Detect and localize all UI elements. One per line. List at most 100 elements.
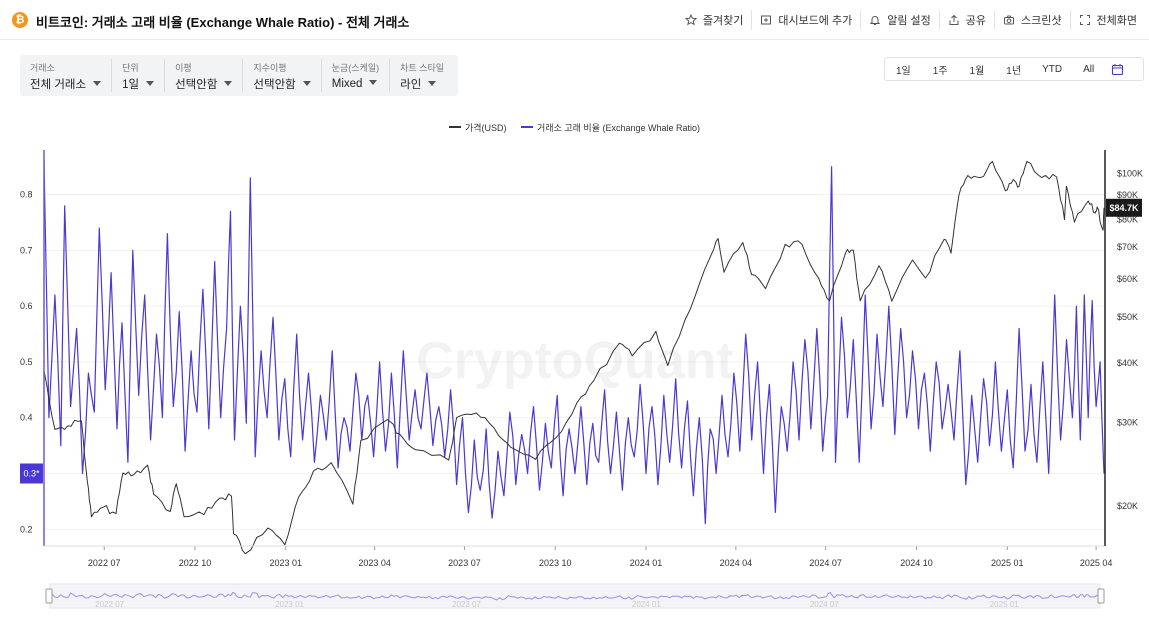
chevron-down-icon: [369, 80, 378, 86]
exchange-dropdown[interactable]: 거래소 전체 거래소: [20, 59, 111, 92]
navigator-tick-label: 2022 07: [95, 600, 124, 609]
x-tick-label: 2025 04: [1080, 558, 1113, 568]
fullscreen-label: 전체화면: [1096, 15, 1137, 27]
ema-dropdown[interactable]: 지수이평 선택안함: [242, 59, 320, 92]
range-1w-button[interactable]: 1주: [932, 65, 948, 77]
x-tick-label: 2023 07: [448, 558, 481, 568]
share-button[interactable]: 공유: [938, 10, 994, 30]
watermark: CryptoQuant: [416, 332, 734, 390]
interval-label: 단위: [122, 63, 139, 73]
range-ytd-button[interactable]: YTD: [1042, 63, 1063, 75]
page-title: 비트코인: 거래소 고래 비율 (Exchange Whale Ratio) -…: [36, 15, 410, 30]
share-icon: [949, 14, 959, 25]
x-tick-label: 2022 10: [179, 558, 212, 568]
dashboard-add-icon: [761, 15, 772, 25]
alert-settings-label: 알림 설정: [887, 15, 931, 27]
x-tick-label: 2024 04: [720, 558, 753, 568]
navigator-tick-label: 2024 07: [810, 600, 839, 609]
header-actions: 즐겨찾기 대시보드에 추가 알림 설정 공유 스크린샷 전체화면: [677, 10, 1145, 30]
value-badges: 0.3* $84.7K: [20, 198, 1142, 484]
navigator-tick-label: 2023 07: [452, 600, 481, 609]
legend-price[interactable]: 가격(USD): [448, 121, 507, 134]
y-right-tick-label: $70K: [1117, 242, 1138, 252]
y-right-tick-label: $80K: [1117, 215, 1138, 225]
y-right-tick-label: $90K: [1117, 190, 1138, 200]
y-right-tick-label: $60K: [1117, 274, 1138, 284]
star-icon: [684, 14, 697, 26]
calendar-icon[interactable]: [1111, 63, 1124, 76]
navigator-tick-label: 2025 01: [990, 600, 1019, 609]
y-right-tick-label: $30K: [1117, 417, 1138, 427]
chevron-down-icon: [224, 81, 233, 87]
legend-whale-ratio[interactable]: 거래소 고래 비율 (Exchange Whale Ratio): [521, 121, 700, 134]
scale-value: Mixed: [331, 78, 363, 90]
y-left-tick-label: 0.8: [20, 190, 33, 200]
chevron-down-icon: [93, 81, 102, 87]
y-left-tick-label: 0.2: [20, 524, 33, 534]
sma-value: 선택안함: [175, 79, 218, 91]
favorite-button[interactable]: 즐겨찾기: [677, 10, 751, 30]
chevron-down-icon: [302, 81, 311, 87]
range-all-button[interactable]: All: [1083, 63, 1095, 75]
range-1d-button[interactable]: 1일: [896, 65, 911, 77]
x-tick-label: 2024 07: [809, 558, 842, 568]
chart-style-value: 라인: [400, 79, 422, 91]
add-to-dashboard-button[interactable]: 대시보드에 추가: [751, 10, 860, 30]
interval-value: 1일: [122, 79, 140, 91]
y-left-tick-label: 0.6: [20, 301, 33, 311]
chart-style-label: 차트 스타일: [400, 63, 445, 73]
y-right-tick-label: $40K: [1117, 358, 1138, 368]
chart-style-dropdown[interactable]: 차트 스타일 라인: [389, 59, 454, 92]
alert-settings-button[interactable]: 알림 설정: [860, 10, 939, 30]
navigator-track: [49, 583, 1101, 609]
ema-value: 선택안함: [253, 79, 296, 91]
price-line: [43, 160, 1105, 555]
range-1y-button[interactable]: 1년: [1006, 65, 1022, 77]
y-right-tick-label: $20K: [1117, 501, 1138, 511]
share-label: 공유: [965, 15, 987, 27]
range-selector: 1일 1주 1월 1년 YTD All: [884, 57, 1144, 81]
scale-label: 눈금(스케일): [331, 63, 380, 73]
axes: 0.20.30.40.50.60.70.8$20K$30K$40K$50K$60…: [20, 150, 1143, 568]
navigator-line: [49, 591, 1101, 601]
plot-lines: [43, 160, 1105, 555]
screenshot-button[interactable]: 스크린샷: [994, 10, 1069, 30]
y-left-tick-label: 0.5: [20, 357, 33, 367]
chevron-down-icon: [428, 81, 437, 87]
navigator-right-handle[interactable]: [1097, 588, 1105, 604]
y-left-tick-label: 0.7: [20, 245, 33, 255]
current-price-label: $84.7K: [1109, 203, 1139, 213]
x-tick-label: 2023 01: [270, 558, 303, 568]
x-tick-label: 2022 07: [88, 558, 121, 568]
range-navigator[interactable]: 2022 07 2023 01 2023 07 2024 01 2024 07 2025 …: [45, 583, 1105, 609]
chevron-down-icon: [146, 81, 155, 87]
favorite-label: 즐겨찾기: [702, 15, 744, 27]
ratio-swatch: [521, 126, 534, 128]
screenshot-label: 스크린샷: [1021, 15, 1062, 27]
sma-label: 이평: [175, 63, 192, 73]
exchange-value: 전체 거래소: [30, 79, 87, 91]
range-1m-button[interactable]: 1월: [969, 65, 985, 77]
current-ratio-label: 0.3*: [23, 468, 40, 478]
camera-icon: [1004, 15, 1015, 25]
legend-price-label: 가격(USD): [464, 122, 507, 133]
price-swatch: [448, 126, 461, 128]
whale-ratio-line: [43, 161, 1105, 525]
interval-dropdown[interactable]: 단위 1일: [111, 59, 164, 92]
x-tick-label: 2023 10: [539, 558, 572, 568]
x-tick-label: 2024 01: [630, 558, 663, 568]
chart-legend: 가격(USD) 거래소 고래 비율 (Exchange Whale Ratio): [0, 120, 1149, 134]
sma-dropdown[interactable]: 이평 선택안함: [164, 59, 242, 92]
add-to-dashboard-label: 대시보드에 추가: [778, 15, 853, 27]
scale-dropdown[interactable]: 눈금(스케일) Mixed: [320, 59, 389, 92]
fullscreen-icon: [1079, 15, 1090, 25]
fullscreen-button[interactable]: 전체화면: [1069, 10, 1145, 30]
ema-label: 지수이평: [253, 63, 287, 73]
exchange-label: 거래소: [30, 63, 55, 73]
navigator-left-handle[interactable]: [45, 588, 53, 604]
bell-icon: [870, 16, 881, 25]
navigator-tick-label: 2023 01: [275, 600, 304, 609]
x-tick-label: 2024 10: [900, 558, 933, 568]
y-right-tick-label: $100K: [1117, 168, 1143, 178]
